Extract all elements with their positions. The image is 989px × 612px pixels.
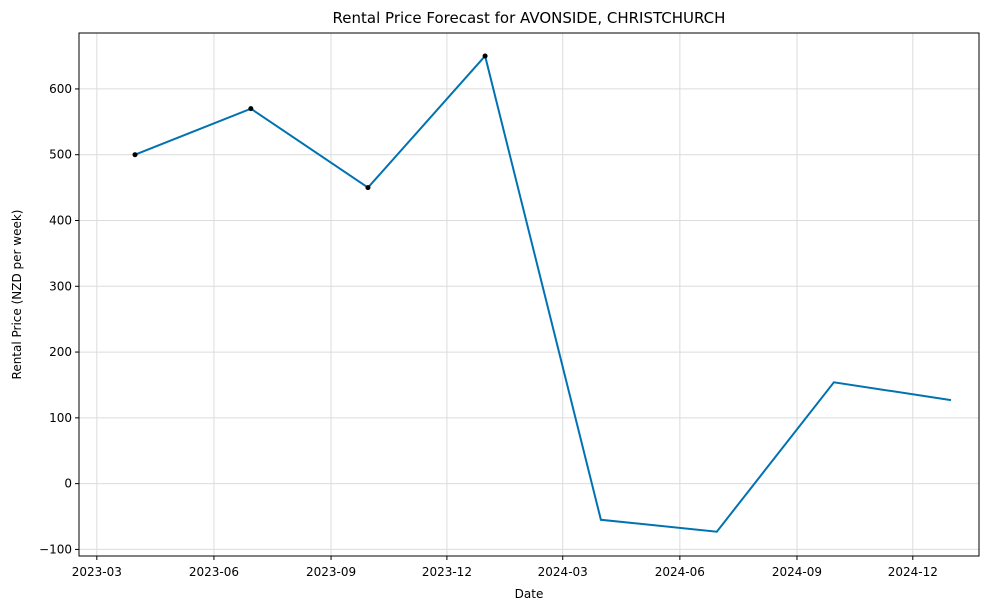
y-tick-label: 100	[49, 411, 72, 425]
y-tick-label: 500	[49, 148, 72, 162]
x-tick-label: 2023-09	[306, 565, 356, 579]
grid	[79, 33, 979, 556]
y-tick-label: 300	[49, 279, 72, 293]
x-axis: 2023-03 2023-06 2023-09 2023-12 2024-03 2024-…	[72, 556, 938, 579]
observed-point	[248, 106, 254, 112]
y-tick-label: 400	[49, 213, 72, 227]
chart-title: Rental Price Forecast for AVONSIDE, CHRI…	[333, 9, 726, 27]
x-tick-label: 2023-12	[422, 565, 472, 579]
observed-point	[482, 53, 488, 59]
y-axis-label: Rental Price (NZD per week)	[10, 210, 24, 380]
y-axis: −100 0 100 200 300 400 500 600	[39, 82, 79, 556]
y-tick-label: 600	[49, 82, 72, 96]
series-layer	[132, 53, 952, 533]
x-tick-label: 2024-09	[772, 565, 822, 579]
y-tick-label: −100	[39, 542, 72, 556]
x-tick-label: 2024-12	[888, 565, 938, 579]
x-tick-label: 2024-06	[655, 565, 705, 579]
x-tick-label: 2023-06	[189, 565, 239, 579]
observed-point	[365, 185, 371, 191]
observed-point	[132, 152, 138, 158]
x-tick-label: 2024-03	[538, 565, 588, 579]
y-tick-label: 200	[49, 345, 72, 359]
plot-frame	[78, 32, 980, 557]
x-tick-label: 2023-03	[72, 565, 122, 579]
x-axis-label: Date	[515, 587, 544, 601]
forecast-line	[134, 53, 952, 533]
y-tick-label: 0	[64, 477, 72, 491]
